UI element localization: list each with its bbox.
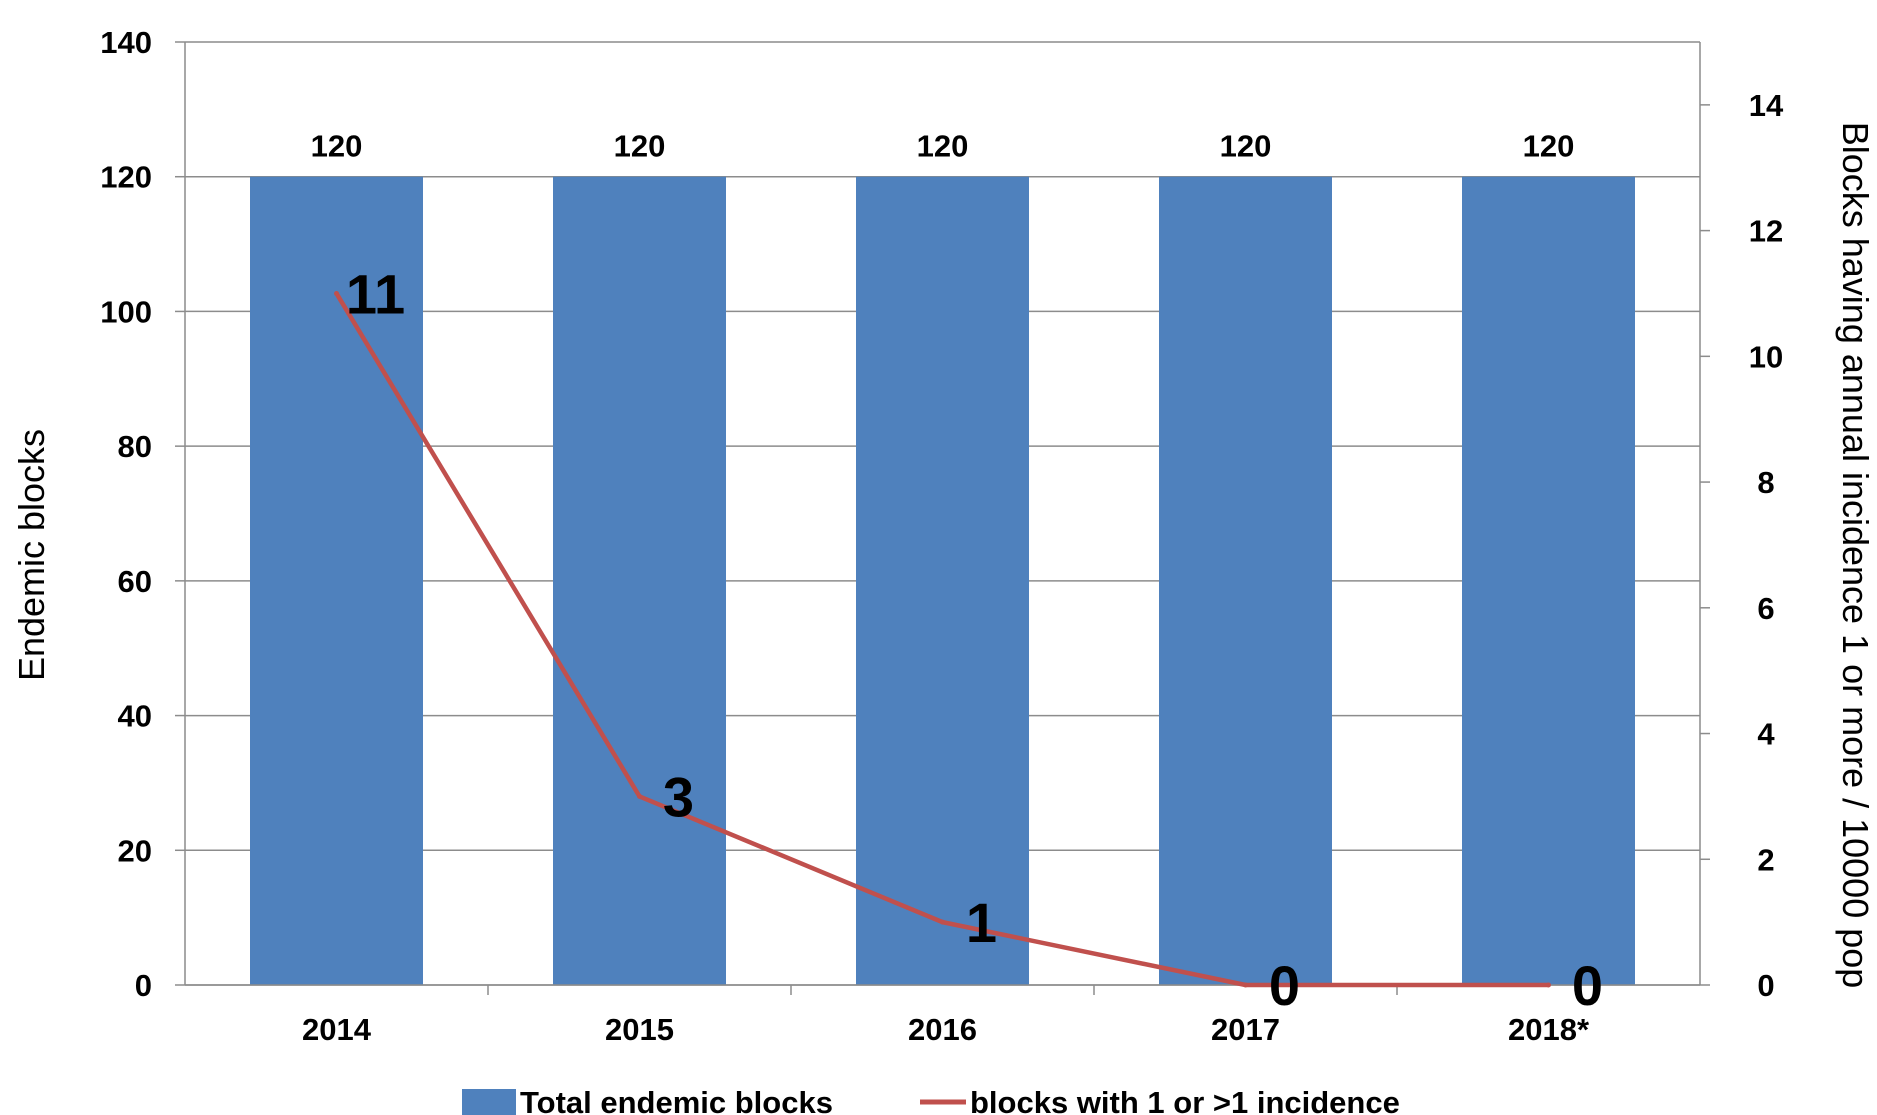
right-tick-label: 6 [1757,591,1774,626]
left-tick-label: 60 [118,564,152,599]
line-point [1243,982,1248,988]
line-point [334,290,339,296]
left-tick-label: 80 [118,429,152,464]
right-tick-label: 0 [1757,968,1774,1003]
legend-line-label: blocks with 1 or >1 incidence [970,1085,1400,1115]
bar [1462,176,1635,985]
y2-axis-title: Blocks having annual incidence 1 or more… [1835,122,1876,989]
bars [250,176,1635,985]
line-point [637,793,642,799]
right-tick-label: 8 [1757,465,1774,500]
left-tick-label: 100 [100,294,152,329]
left-tick-label: 120 [100,160,152,195]
x-axis-ticks: 2014 2015 2016 2017 2018* [302,985,1590,1047]
left-axis-ticks: 0 20 40 60 80 100 120 140 [100,25,185,1003]
bar [250,176,423,985]
line-data-label: 0 [1269,954,1300,1017]
x-tick-label: 2017 [1211,1012,1280,1047]
bar [856,176,1029,985]
left-tick-label: 140 [100,25,152,60]
bar-data-labels: 120 120 120 120 120 [311,129,1575,164]
line-data-label: 1 [966,891,997,954]
bar-data-label: 120 [1523,129,1575,164]
legend-bar-label: Total endemic blocks [520,1085,833,1115]
bar-data-label: 120 [614,129,666,164]
bar [553,176,726,985]
bar-data-label: 120 [311,129,363,164]
y-axis-title: Endemic blocks [11,429,52,681]
left-tick-label: 0 [135,968,152,1003]
legend: Total endemic blocks blocks with 1 or >1… [462,1085,1400,1115]
line-data-labels: 11 3 1 0 0 [346,262,1603,1017]
right-tick-label: 10 [1749,339,1783,374]
right-axis-ticks: 0 2 4 6 8 10 12 14 [1700,88,1784,1003]
bar [1159,176,1332,985]
x-tick-label: 2018* [1508,1012,1590,1047]
right-tick-label: 4 [1757,717,1775,752]
bar-data-label: 120 [917,129,969,164]
line-data-label: 0 [1572,954,1603,1017]
right-tick-label: 2 [1757,842,1774,877]
left-tick-label: 40 [118,699,152,734]
line-data-label: 3 [663,765,694,828]
right-tick-label: 14 [1749,88,1784,123]
x-tick-label: 2016 [908,1012,977,1047]
x-tick-label: 2014 [302,1012,372,1047]
legend-bar-swatch [462,1089,516,1115]
left-tick-label: 20 [118,833,152,868]
line-point [940,919,945,925]
bar-data-label: 120 [1220,129,1272,164]
line-series [334,290,1551,988]
line-data-label: 11 [346,262,405,325]
line-point [1546,982,1551,988]
right-tick-label: 12 [1749,214,1783,249]
x-tick-label: 2015 [605,1012,674,1047]
